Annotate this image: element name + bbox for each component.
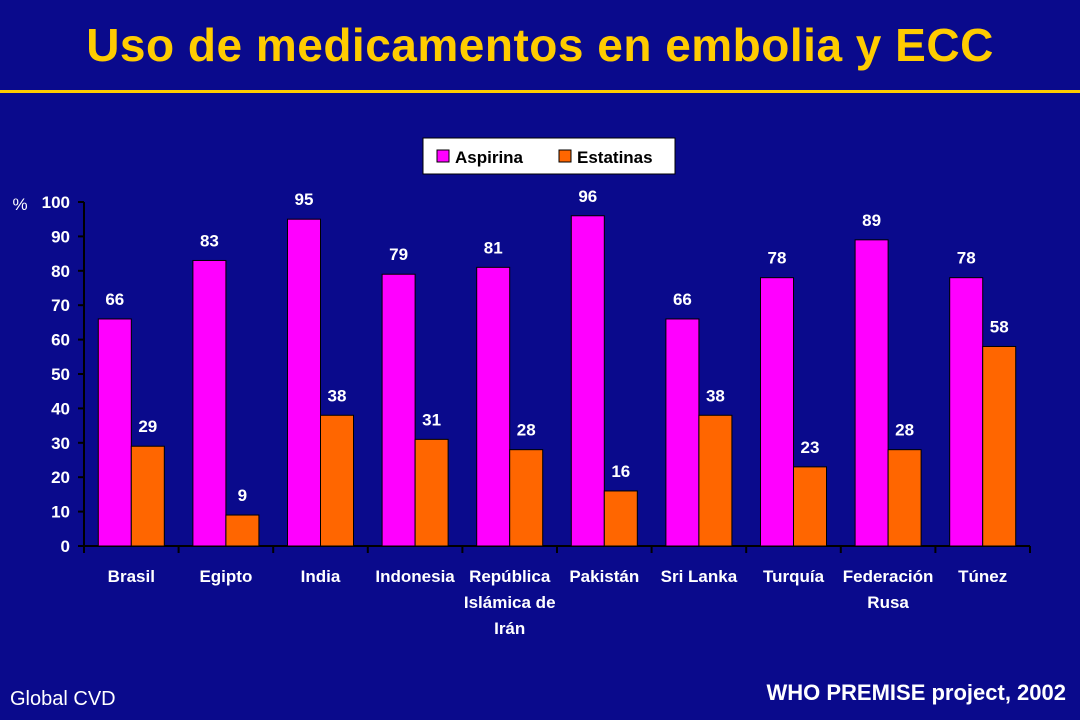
x-tick-label: India <box>301 567 341 586</box>
data-label-estatinas: 28 <box>517 421 536 440</box>
x-tick-label: República <box>469 567 551 586</box>
x-tick-label: Islámica de <box>464 593 556 612</box>
data-label-estatinas: 31 <box>422 410 441 429</box>
x-tick-label: Federación <box>843 567 934 586</box>
x-tick-label: Indonesia <box>375 567 455 586</box>
y-tick-label: 30 <box>51 434 70 453</box>
data-label-estatinas: 23 <box>801 438 820 457</box>
bar-aspirina <box>192 259 227 547</box>
data-label-aspirina: 89 <box>862 211 881 230</box>
data-label-aspirina: 66 <box>105 290 124 309</box>
bar-estatinas <box>130 445 165 547</box>
title-divider <box>0 90 1080 93</box>
legend-swatch-aspirina <box>436 149 450 163</box>
data-label-aspirina: 79 <box>389 245 408 264</box>
bar-aspirina <box>570 215 605 547</box>
x-tick-label: Irán <box>494 619 525 638</box>
legend <box>422 137 676 175</box>
data-label-estatinas: 9 <box>238 486 247 505</box>
data-label-aspirina: 95 <box>295 190 314 209</box>
x-tick-label: Sri Lanka <box>661 567 738 586</box>
y-tick-label: 90 <box>51 227 70 246</box>
bar-aspirina <box>97 318 132 547</box>
bar-aspirina <box>949 277 984 547</box>
bar-aspirina <box>665 318 700 547</box>
footer-source-right: WHO PREMISE project, 2002 <box>766 680 1066 705</box>
data-label-estatinas: 16 <box>611 462 630 481</box>
y-tick-label: 60 <box>51 331 70 350</box>
data-label-estatinas: 38 <box>706 386 725 405</box>
data-label-aspirina: 78 <box>957 249 976 268</box>
bar-aspirina <box>854 239 889 547</box>
x-tick-label: Turquía <box>763 567 825 586</box>
y-tick-label: 20 <box>51 468 70 487</box>
data-label-estatinas: 28 <box>895 421 914 440</box>
bar-estatinas <box>509 449 544 547</box>
bar-estatinas <box>414 438 449 547</box>
slide-title: Uso de medicamentos en embolia y ECC <box>86 19 994 71</box>
bar-aspirina <box>476 266 511 547</box>
bar-aspirina <box>760 277 794 547</box>
bar-estatinas <box>793 466 827 547</box>
y-tick-label: 10 <box>51 503 70 522</box>
y-tick-label: 40 <box>51 399 70 418</box>
x-tick-label: Pakistán <box>569 567 639 586</box>
data-label-aspirina: 66 <box>673 290 692 309</box>
bar-estatinas <box>887 449 922 547</box>
y-tick-label: 70 <box>51 296 70 315</box>
x-tick-label: Brasil <box>108 567 155 586</box>
x-tick-label: Rusa <box>867 593 909 612</box>
x-tick-label: Túnez <box>958 567 1007 586</box>
data-label-aspirina: 96 <box>578 187 597 206</box>
data-label-estatinas: 38 <box>328 386 347 405</box>
y-tick-label: 80 <box>51 262 70 281</box>
legend-label-aspirina: Aspirina <box>455 148 524 167</box>
data-label-aspirina: 78 <box>768 249 787 268</box>
bar-aspirina <box>381 273 416 547</box>
y-tick-label: 100 <box>42 193 70 212</box>
data-label-aspirina: 81 <box>484 238 503 257</box>
y-axis-label: % <box>12 195 27 214</box>
x-tick-label: Egipto <box>199 567 252 586</box>
data-label-estatinas: 58 <box>990 317 1009 336</box>
bar-estatinas <box>603 490 638 547</box>
bar-estatinas <box>225 514 260 547</box>
data-label-aspirina: 83 <box>200 231 219 250</box>
bar-estatinas <box>320 414 354 547</box>
y-tick-label: 0 <box>61 537 70 556</box>
data-label-estatinas: 29 <box>138 417 157 436</box>
bar-aspirina <box>287 218 321 547</box>
legend-swatch-estatinas <box>558 149 572 163</box>
bar-estatinas <box>698 414 733 547</box>
y-tick-label: 50 <box>51 365 70 384</box>
legend-label-estatinas: Estatinas <box>577 148 653 167</box>
footer-source-left: Global CVD <box>10 688 116 710</box>
bar-estatinas <box>982 345 1017 547</box>
